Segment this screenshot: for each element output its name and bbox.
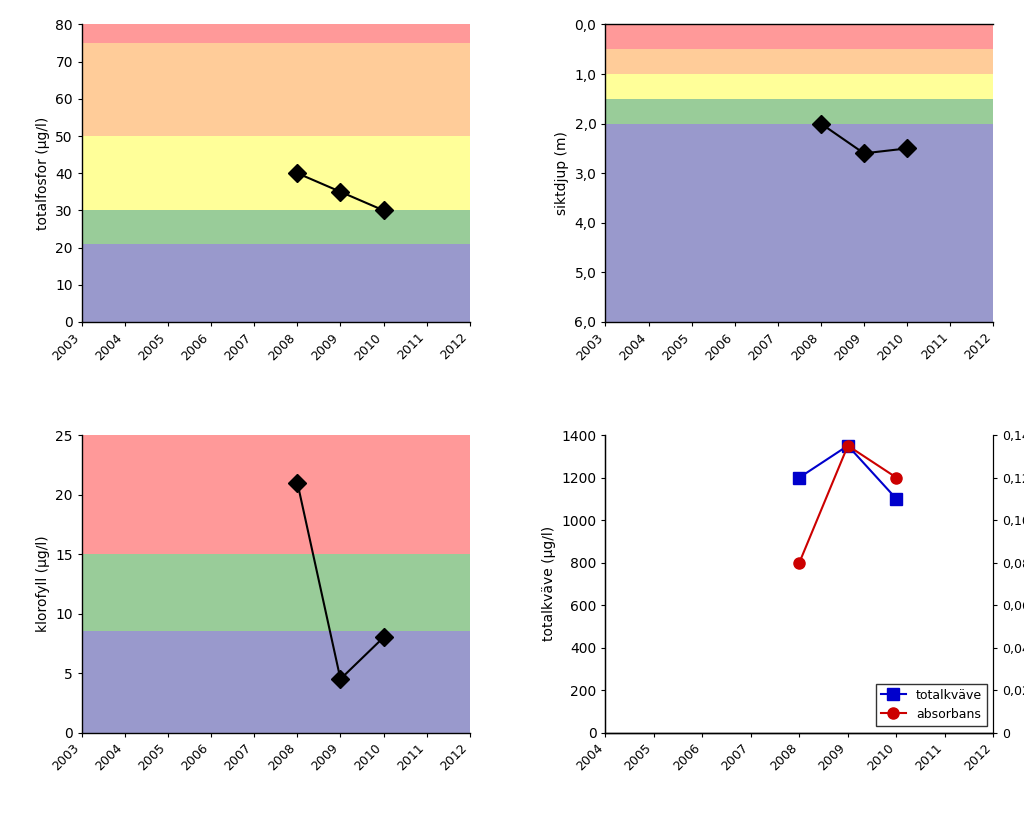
totalkväve (794, 473, 806, 483)
absorbans (794, 558, 806, 567)
Bar (605, 49, 993, 74)
Bar (82, 554, 470, 632)
Y-axis label: klorofyll (µg/l): klorofyll (µg/l) (36, 536, 50, 632)
Line: absorbans: absorbans (794, 440, 902, 568)
Legend: totalkväve, absorbans: totalkväve, absorbans (876, 684, 987, 726)
absorbans (842, 441, 854, 451)
Bar (82, 244, 470, 322)
Line: totalkväve: totalkväve (794, 440, 902, 505)
Y-axis label: totalfosfor (µg/l): totalfosfor (µg/l) (36, 116, 50, 230)
Bar (605, 74, 993, 98)
Bar (82, 435, 470, 554)
Bar (82, 24, 470, 43)
totalkväve (890, 494, 902, 504)
Bar (82, 136, 470, 210)
Bar (82, 210, 470, 244)
Bar (82, 632, 470, 733)
Bar (605, 98, 993, 124)
Bar (605, 124, 993, 322)
Y-axis label: totalkväve (µg/l): totalkväve (µg/l) (542, 527, 556, 641)
totalkväve (842, 441, 854, 451)
absorbans (890, 473, 902, 483)
Bar (605, 24, 993, 49)
Y-axis label: siktdjup (m): siktdjup (m) (555, 131, 569, 215)
Bar (82, 43, 470, 136)
